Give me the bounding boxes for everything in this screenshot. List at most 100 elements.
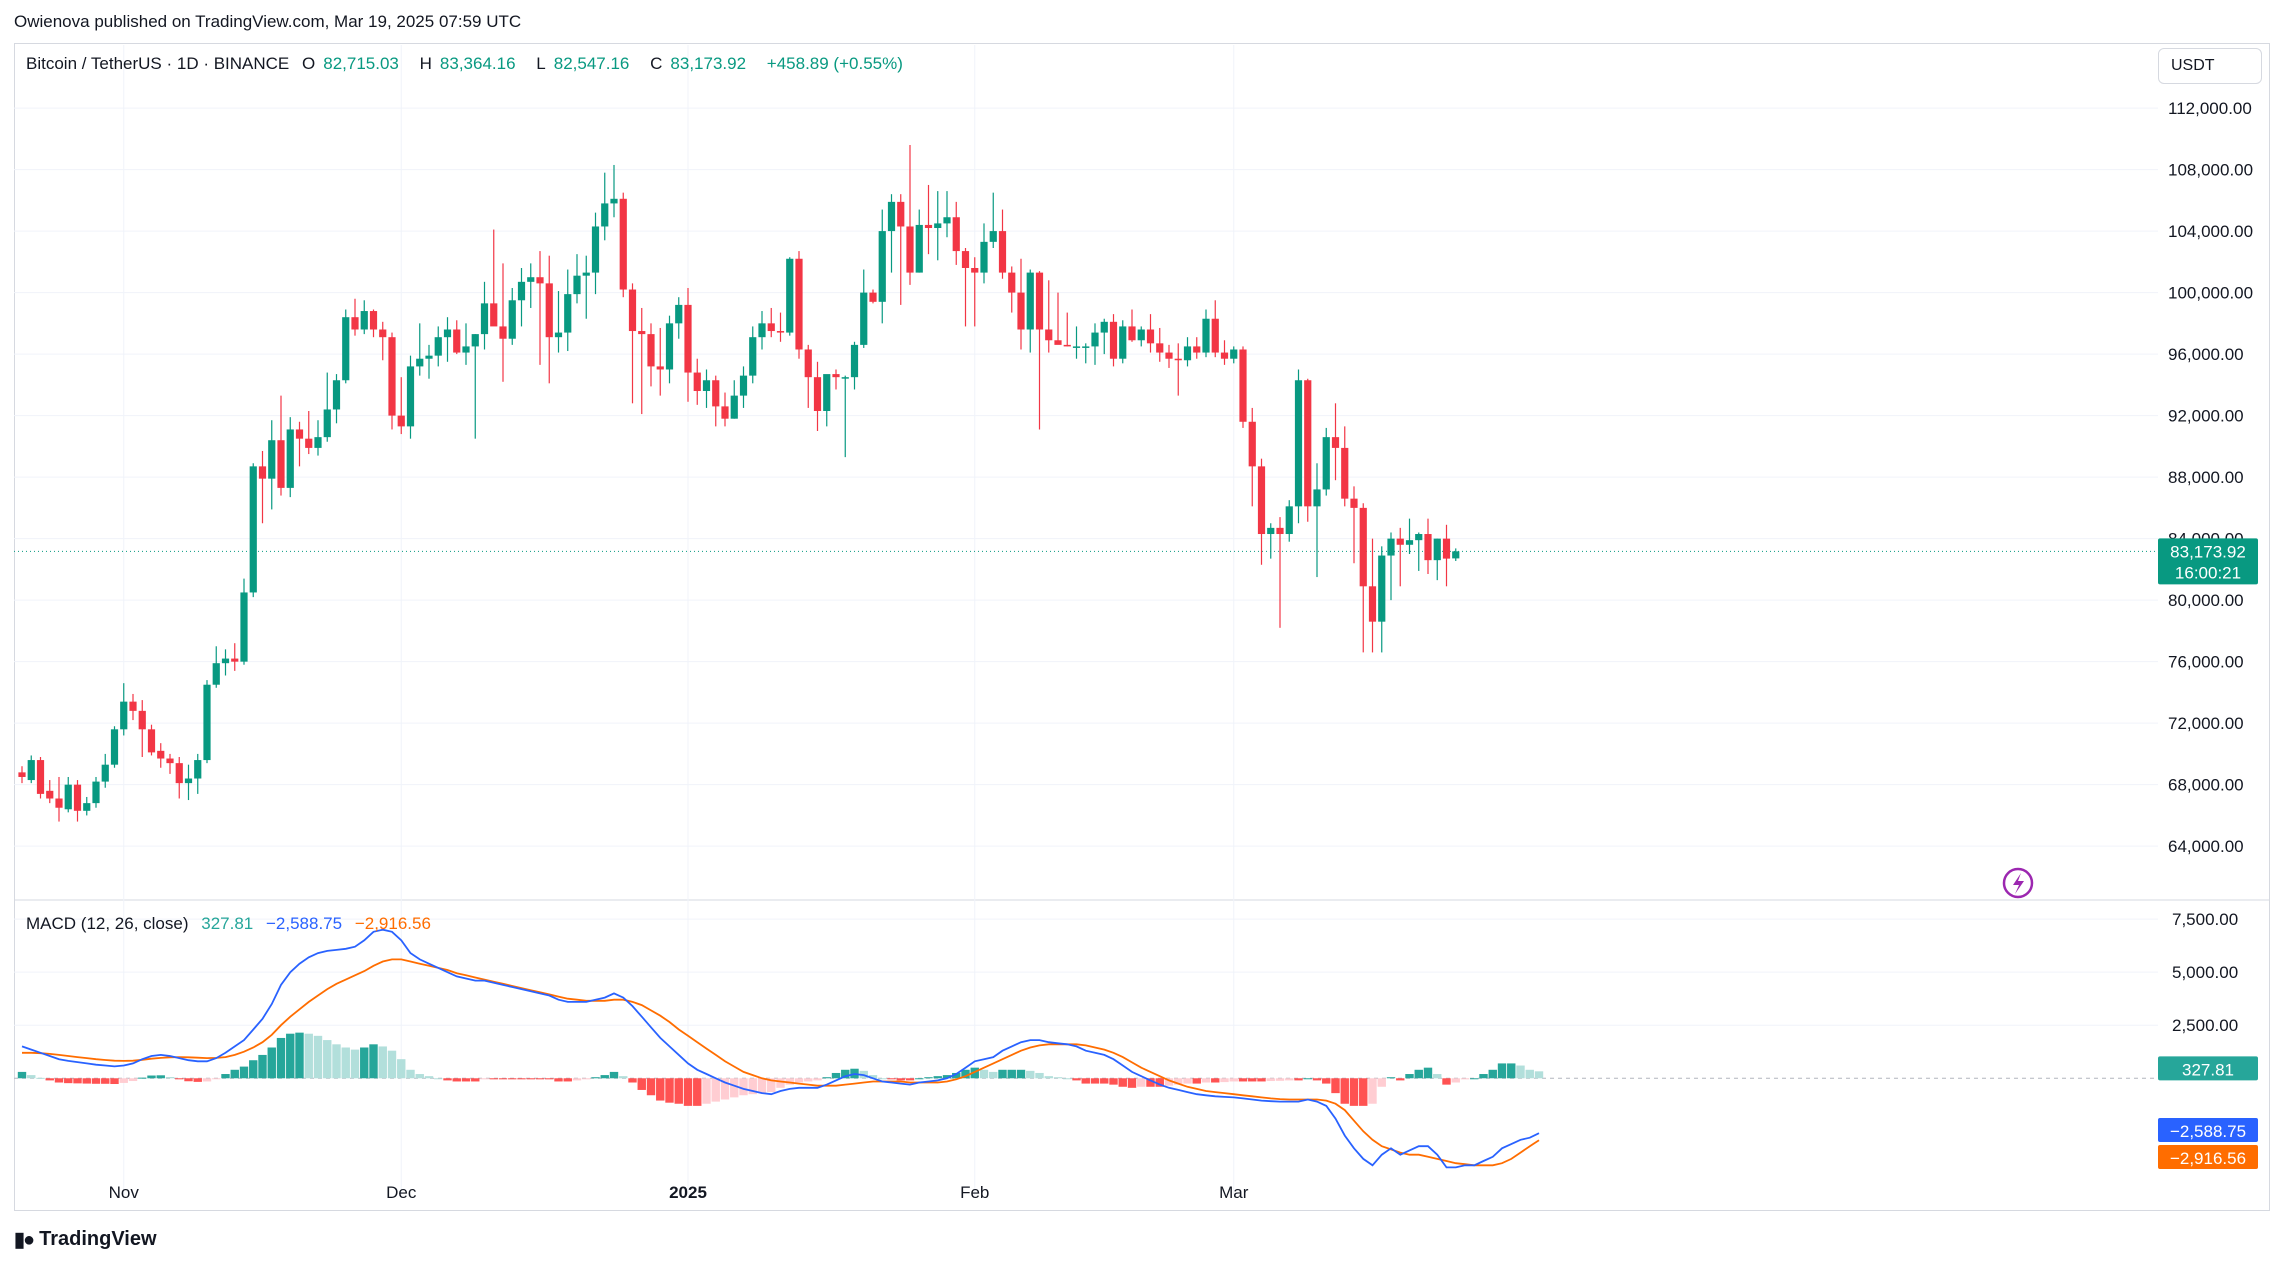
histogram-bar <box>36 1077 45 1079</box>
candle <box>166 753 174 774</box>
histogram-bar <box>1100 1078 1109 1084</box>
candle <box>712 375 720 427</box>
candle-body <box>887 201 896 232</box>
candle-body <box>36 760 45 794</box>
histogram-bar <box>424 1076 434 1079</box>
price-axis: 112,000.00 108,000.00 104,000.00 100,000.00… <box>2168 99 2253 1035</box>
candle <box>1137 326 1145 347</box>
currency-button[interactable]: USDT <box>2158 48 2262 84</box>
candle <box>1239 346 1247 428</box>
histogram-bar <box>1479 1074 1488 1079</box>
histogram-bar <box>387 1050 397 1079</box>
macd-histogram-value: 327.81 <box>201 914 254 933</box>
candle <box>1322 427 1330 496</box>
candle-body <box>1276 527 1284 535</box>
candle <box>897 194 905 305</box>
histogram-bar <box>1183 1078 1192 1084</box>
histogram-bar <box>933 1076 942 1079</box>
candle <box>610 164 618 218</box>
candle <box>388 332 396 430</box>
histogram-bar <box>82 1078 91 1084</box>
histogram-bar <box>767 1078 776 1093</box>
histogram-bar <box>323 1040 332 1079</box>
candle-body <box>554 332 563 338</box>
candle <box>332 374 341 424</box>
candle <box>1082 343 1090 364</box>
histogram-bar <box>1174 1078 1183 1085</box>
histogram-bar <box>276 1037 286 1079</box>
candle <box>841 375 849 458</box>
candle <box>1294 369 1303 524</box>
candle-body <box>628 289 637 332</box>
candle-body <box>1405 540 1414 545</box>
candle-body <box>360 311 368 330</box>
candle-body <box>730 395 738 419</box>
histogram-bar <box>1405 1074 1414 1079</box>
candle <box>573 254 581 304</box>
candle <box>1433 538 1441 581</box>
symbol-legend: Bitcoin / TetherUS · 1D · BINANCE O 82,71… <box>26 54 911 74</box>
macd-tick-label: 2,500.00 <box>2172 1016 2238 1035</box>
histogram-bar <box>295 1032 304 1079</box>
candle <box>1174 343 1182 396</box>
histogram-bar <box>350 1049 360 1079</box>
candle-body <box>545 283 553 338</box>
brand-name: TradingView <box>39 1228 157 1250</box>
macd-tick-label: 7,500.00 <box>2172 910 2238 929</box>
candle-body <box>850 344 859 378</box>
histogram-bar <box>1349 1078 1359 1106</box>
candle-body <box>499 326 507 339</box>
candle-body <box>1322 437 1330 490</box>
candles <box>18 144 1460 822</box>
histogram-bar <box>822 1077 831 1079</box>
candle <box>980 223 988 284</box>
histogram-bar <box>73 1078 82 1084</box>
histogram-bar <box>1507 1063 1516 1079</box>
histogram-bar <box>147 1075 156 1079</box>
candle-body <box>175 763 183 784</box>
histogram-bar <box>304 1033 313 1079</box>
candle <box>1045 280 1053 353</box>
candle <box>1257 458 1266 565</box>
candle-body <box>27 760 35 781</box>
histogram-bar <box>341 1047 350 1079</box>
candle <box>46 780 54 804</box>
candle <box>64 776 72 813</box>
histogram-bar <box>193 1078 202 1082</box>
histogram-bar <box>101 1078 110 1084</box>
candle <box>369 309 378 338</box>
candle-body <box>1304 380 1312 507</box>
candle <box>27 755 35 784</box>
time-axis: Nov Dec 2025 Feb Mar <box>109 1183 1249 1202</box>
candle <box>36 756 45 799</box>
candle <box>157 743 165 768</box>
histogram-bar <box>1211 1078 1220 1083</box>
candle <box>924 184 933 255</box>
candle-body <box>351 317 359 330</box>
candle <box>545 255 553 384</box>
histogram-bar <box>1201 1078 1211 1083</box>
candle-body <box>286 429 294 488</box>
candle-body <box>952 217 960 252</box>
macd-lines <box>21 928 1540 1169</box>
tradingview-logo[interactable]: ▮● TradingView <box>14 1227 157 1252</box>
candle-body <box>231 658 239 662</box>
histogram-bar <box>230 1069 239 1079</box>
candle <box>1072 326 1081 359</box>
candle-body <box>490 303 498 327</box>
histogram-bar <box>138 1077 147 1079</box>
histogram-bar <box>443 1078 452 1081</box>
candle <box>582 255 590 319</box>
histogram-bar <box>360 1047 369 1079</box>
macd-legend: MACD (12, 26, close) 327.81 −2,588.75 −2… <box>26 914 439 934</box>
high-value: 83,364.16 <box>439 54 516 73</box>
histogram-bar <box>258 1054 267 1079</box>
candle <box>887 194 896 273</box>
candle <box>638 307 646 415</box>
candle <box>684 287 692 402</box>
bolt-icon[interactable] <box>2002 867 2034 899</box>
candle-body <box>443 329 452 338</box>
histogram-bar <box>905 1078 915 1081</box>
histogram-bar <box>1118 1078 1127 1087</box>
